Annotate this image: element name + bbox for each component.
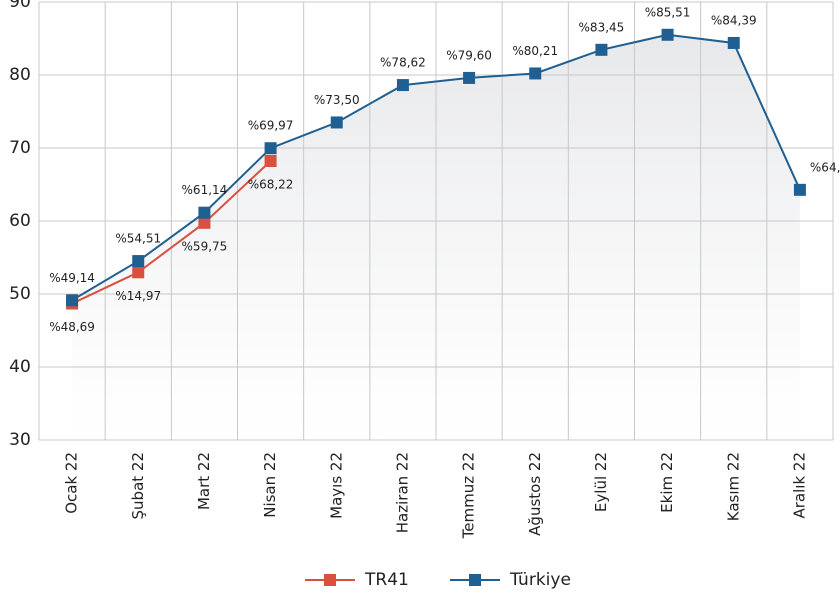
x-tick-label: Temmuz 22 <box>460 452 478 539</box>
y-tick-label: 30 <box>9 430 31 450</box>
marker <box>661 28 674 41</box>
value-label: %49,14 <box>49 271 95 285</box>
marker <box>595 43 608 56</box>
x-tick-label: Mayıs 22 <box>327 452 345 519</box>
value-label: %83,45 <box>579 20 625 34</box>
x-tick-label: Ekim 22 <box>658 452 676 513</box>
marker <box>66 294 79 307</box>
value-label: %64,27 <box>810 160 840 174</box>
value-label: %14,97 <box>115 289 161 303</box>
line <box>71 33 801 302</box>
legend-marker <box>324 574 336 586</box>
marker <box>396 79 409 92</box>
marker <box>727 36 740 49</box>
marker <box>330 116 343 129</box>
value-label: %84,39 <box>711 13 757 27</box>
value-label: %73,50 <box>314 93 360 107</box>
value-label: %61,14 <box>182 183 228 197</box>
x-tick-label: Ağustos 22 <box>526 452 544 536</box>
x-tick-label: Haziran 22 <box>393 452 411 533</box>
value-label: %80,21 <box>512 44 558 58</box>
x-tick-label: Nisan 22 <box>261 452 279 518</box>
value-label: %48,69 <box>49 320 95 334</box>
x-tick-label: Eylül 22 <box>592 452 610 512</box>
y-tick-label: 40 <box>9 357 31 377</box>
legend-label: Türkiye <box>509 570 571 590</box>
value-label: %68,22 <box>248 177 294 191</box>
value-label: %59,75 <box>182 239 228 253</box>
legend-marker <box>469 574 481 586</box>
line <box>71 160 272 305</box>
x-tick-label: Ocak 22 <box>63 452 81 514</box>
x-tick-label: Aralık 22 <box>790 452 808 519</box>
marker <box>463 71 476 84</box>
y-tick-label: 60 <box>9 211 31 231</box>
marker <box>264 154 277 167</box>
marker <box>198 206 211 219</box>
y-tick-label: 90 <box>9 0 31 12</box>
y-tick-label: 80 <box>9 65 31 85</box>
marker <box>264 142 277 155</box>
marker <box>132 266 145 279</box>
marker <box>529 67 542 80</box>
value-label: %85,51 <box>645 5 691 19</box>
value-label: %69,97 <box>248 119 294 133</box>
x-tick-label: Kasım 22 <box>724 452 742 521</box>
value-label: %54,51 <box>115 232 161 246</box>
value-label: %78,62 <box>380 56 426 70</box>
marker <box>198 216 211 229</box>
y-tick-label: 50 <box>9 284 31 304</box>
marker <box>793 183 806 196</box>
marker <box>132 255 145 268</box>
x-tick-label: Mart 22 <box>195 452 213 510</box>
legend-label: TR41 <box>364 570 409 590</box>
x-tick-label: Şubat 22 <box>129 452 147 519</box>
value-label: %79,60 <box>446 48 492 62</box>
y-tick-label: 70 <box>9 138 31 158</box>
